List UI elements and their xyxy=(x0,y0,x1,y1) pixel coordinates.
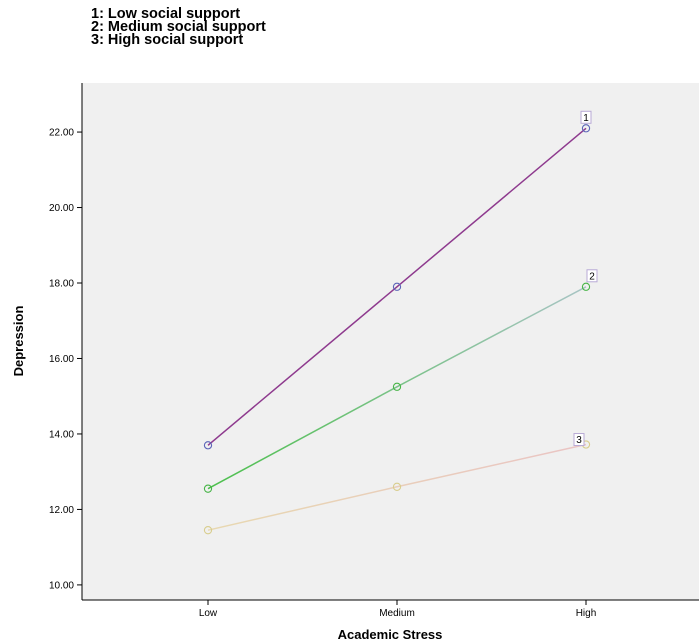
series-lines xyxy=(207,127,587,531)
series-1-point xyxy=(203,441,213,450)
y-axis-title: Depression xyxy=(11,306,26,377)
y-tick-label: 20.00 xyxy=(49,203,74,214)
x-tick-label: High xyxy=(576,608,597,619)
legend-entry-1: 1: Low social support xyxy=(91,6,241,22)
y-tick-label: 16.00 xyxy=(49,354,74,365)
series-3-point xyxy=(203,526,213,535)
series-1-label: 1 xyxy=(583,113,589,124)
series-2-point xyxy=(581,282,591,291)
series-1-point xyxy=(392,282,402,291)
y-tick-label: 12.00 xyxy=(49,505,74,516)
series-1-line xyxy=(207,127,587,446)
y-axis-ticks: 10.00 12.00 14.00 16.00 18.00 20.00 22.00 xyxy=(49,128,82,591)
legend-entry-2: 2: Medium social support xyxy=(91,19,266,35)
series-2-point xyxy=(203,484,213,493)
series-1-label-box xyxy=(580,110,592,124)
x-axis-ticks: Low Medium High xyxy=(199,600,596,619)
series-3-line xyxy=(207,443,587,531)
series-3-point xyxy=(392,482,402,491)
x-tick-label: Low xyxy=(199,608,218,619)
legend-entry-3: 3: High social support xyxy=(91,32,244,48)
y-tick-label: 10.00 xyxy=(49,580,74,591)
series-2-label-box xyxy=(586,269,598,283)
series-3-label-box xyxy=(573,433,585,447)
series-1-point xyxy=(581,124,591,133)
series-markers xyxy=(203,124,591,535)
series-2-point xyxy=(392,382,402,391)
series-2-label: 2 xyxy=(589,271,595,282)
series-3-label: 3 xyxy=(576,435,582,446)
series-2-line xyxy=(207,286,587,490)
x-tick-label: Medium xyxy=(379,608,415,619)
y-tick-label: 18.00 xyxy=(49,279,74,290)
legend: 1: Low social support 2: Medium social s… xyxy=(91,6,266,48)
series-labels: 1 2 3 xyxy=(573,110,598,447)
y-tick-label: 14.00 xyxy=(49,429,74,440)
x-axis-title: Academic Stress xyxy=(338,627,443,642)
plot-area xyxy=(82,83,699,600)
y-tick-label: 22.00 xyxy=(49,128,74,139)
